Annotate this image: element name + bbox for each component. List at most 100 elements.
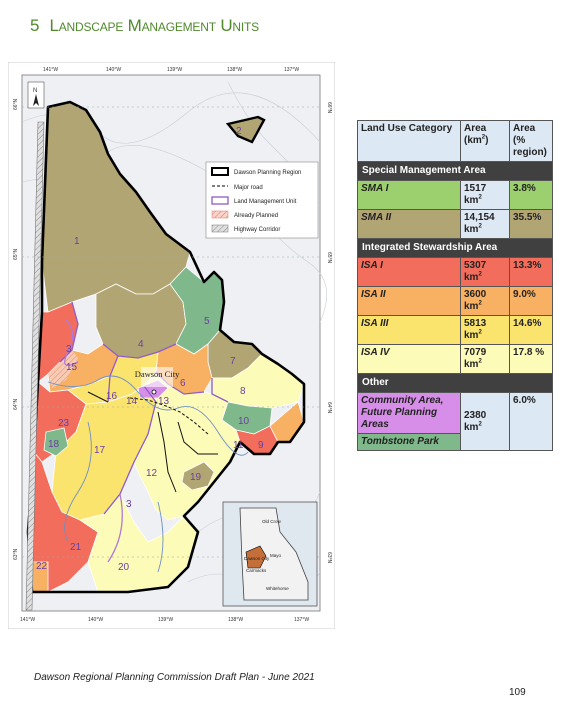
legend-label: Land Management Unit (234, 199, 297, 205)
unit-label: 21 (70, 542, 82, 553)
table-row: ISA I 5307 km2 13.3% (357, 257, 553, 287)
header-category: Land Use Category (357, 120, 461, 162)
lat-ticks-right: 66°N 65°N 64°N 63°N (326, 102, 332, 564)
unit-label: 22 (36, 561, 48, 572)
landscape-units-map: 141°W 140°W 139°W 138°W 137°W 141°W 140°… (8, 62, 335, 629)
unit-label: 18 (48, 439, 60, 450)
section-row: Special Management Area (357, 161, 553, 181)
table-row: SMA I 1517 km2 3.8% (357, 180, 553, 210)
legend-label: Major road (234, 185, 263, 191)
section-number: 5 (30, 16, 40, 35)
section-row: Integrated Stewardship Area (357, 238, 553, 258)
lat-tick-left: 63°N (13, 548, 19, 560)
footer-text: Dawson Regional Planning Commission Draf… (34, 672, 315, 683)
lat-ticks-left: 66°N 65°N 64°N 63°N (13, 98, 19, 560)
inset-map: Old Crow Dawson City Mayo Carmacks White… (222, 501, 318, 607)
inset-label: Whitehorse (266, 586, 289, 591)
row-category: Community Area, Future Planning Areas (357, 392, 461, 434)
north-label: N (33, 88, 37, 94)
lon-tick-bottom: 140°W (88, 617, 103, 623)
table-row: ISA II 3600 km2 9.0% (357, 286, 553, 316)
lon-tick-bottom: 138°W (228, 617, 243, 623)
unit-label: 13 (158, 396, 170, 407)
section-heading: 5 Landscape Management Units (30, 16, 259, 40)
section-title: Landscape Management Units (49, 16, 259, 35)
unit-label: 4 (138, 339, 144, 350)
unit-label: 2 (236, 126, 242, 137)
unit-label: 15 (66, 362, 78, 373)
lat-tick-left: 64°N (13, 398, 19, 410)
unit-label: 11 (233, 440, 244, 451)
yukon-outline (239, 507, 309, 601)
header-area: Area (km2) (460, 120, 510, 162)
lon-ticks-bottom: 141°W 140°W 139°W 138°W 137°W (20, 617, 309, 623)
header-percent: Area (% region) (509, 120, 553, 162)
unit-label: 12 (146, 468, 158, 479)
city-label: Dawson City (135, 367, 180, 395)
unit-2-boundary (225, 115, 266, 144)
row-area: 5813 km2 (460, 315, 510, 345)
lat-tick-left: 66°N (13, 98, 19, 110)
row-category: ISA II (357, 286, 461, 316)
legend-swatch-planned (211, 210, 229, 219)
already-planned-hatch (48, 350, 78, 388)
table-row: SMA II 14,154 km2 35.5% (357, 209, 553, 239)
legend-label: Highway Corridor (234, 227, 280, 233)
row-category: Tombstone Park (357, 433, 461, 451)
legend-swatch-region (211, 167, 229, 176)
roads (87, 391, 218, 493)
unit-label: 10 (238, 416, 250, 427)
row-area: 14,154 km2 (460, 209, 510, 239)
unit-label: 3 (126, 499, 132, 510)
legend-swatch-corridor (211, 224, 229, 233)
unit-18-area (43, 427, 69, 457)
rivers (47, 375, 249, 573)
unit-label: 16 (106, 391, 118, 402)
row-area: 2380 km2 (460, 392, 510, 451)
row-area: 3600 km2 (460, 286, 510, 316)
unit-label: 20 (118, 562, 130, 573)
unit-label: 8 (240, 386, 246, 397)
table-row: Tombstone Park (357, 433, 553, 451)
lat-tick-right: 66°N (326, 102, 332, 114)
unit-label: 19 (190, 472, 202, 483)
section-title: Other (357, 373, 553, 393)
lat-tick-right: 64°N (326, 402, 332, 414)
unit-labels: 1 2 3 3 4 5 6 7 8 9 10 11 12 13 14 15 16… (36, 126, 264, 573)
row-category: ISA IV (357, 344, 461, 374)
inset-label: Carmacks (246, 568, 267, 573)
table-row: Community Area, Future Planning Areas 23… (357, 392, 553, 451)
row-category: ISA III (357, 315, 461, 345)
table-row: ISA IV 7079 km2 17.8 % (357, 344, 553, 374)
unit-label: 6 (180, 378, 186, 389)
lon-tick-bottom: 137°W (294, 617, 309, 623)
row-area: 1517 km2 (460, 180, 510, 210)
legend-swatch-unit (211, 196, 229, 205)
unit-boundaries (59, 301, 229, 563)
lon-tick-bottom: 141°W (20, 617, 35, 623)
row-category: SMA II (357, 209, 461, 239)
row-area: 5307 km2 (460, 257, 510, 287)
lon-tick-top: 138°W (227, 67, 242, 73)
inset-region (245, 545, 267, 569)
row-category: ISA I (357, 257, 461, 287)
highway-corridor (25, 121, 45, 611)
legend-label: Already Planned (234, 213, 278, 219)
page-number: 109 (509, 687, 526, 698)
unit-label: 9 (258, 440, 264, 451)
unit-19-area (181, 461, 215, 491)
inset-label: Mayo (270, 553, 282, 558)
unit-label: 1 (74, 236, 80, 247)
row-percent: 35.5% (509, 209, 553, 239)
lon-ticks-top: 141°W 140°W 139°W 138°W 137°W (43, 67, 299, 73)
map-legend: Dawson Planning Region Major road Land M… (205, 161, 319, 239)
inset-label: Old Crow (262, 519, 282, 524)
unit-label: 23 (58, 418, 70, 429)
lon-tick-top: 139°W (167, 67, 182, 73)
lon-tick-top: 137°W (284, 67, 299, 73)
table-row: ISA III 5813 km2 14.6% (357, 315, 553, 345)
table-header-row: Land Use Category Area (km2) Area (% reg… (357, 120, 553, 162)
north-arrow-icon: N (27, 81, 45, 109)
row-percent: 9.0% (509, 286, 553, 316)
lon-tick-top: 141°W (43, 67, 58, 73)
